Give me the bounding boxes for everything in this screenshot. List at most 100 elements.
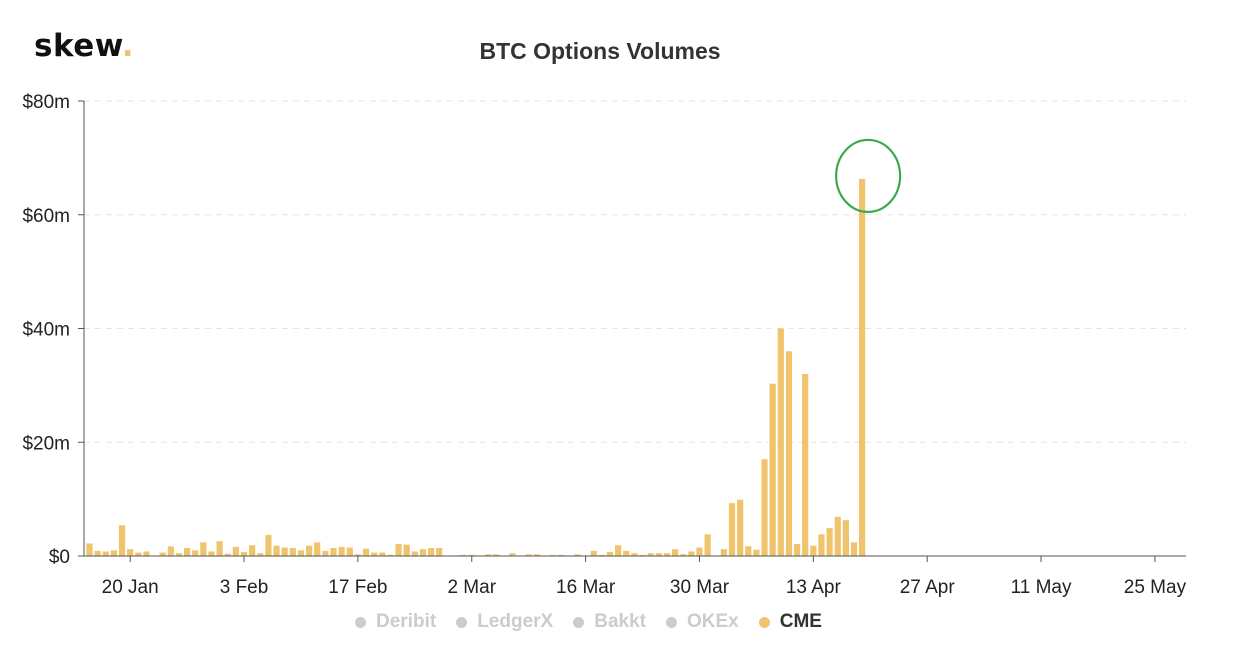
bar-cme[interactable] <box>273 545 280 556</box>
bar-cme[interactable] <box>289 548 296 556</box>
bar-cme[interactable] <box>208 551 215 556</box>
bar-cme[interactable] <box>631 553 638 556</box>
bar-cme[interactable] <box>842 520 849 556</box>
bar-cme[interactable] <box>224 553 231 556</box>
bar-cme[interactable] <box>647 553 654 556</box>
bar-cme[interactable] <box>810 545 817 556</box>
bar-cme[interactable] <box>655 553 662 556</box>
bar-cme[interactable] <box>704 534 711 556</box>
bar-cme[interactable] <box>427 548 435 556</box>
bar-cme[interactable] <box>761 459 768 556</box>
bar-cme[interactable] <box>785 351 793 556</box>
bar-cme[interactable] <box>590 550 597 556</box>
bar-cme[interactable] <box>818 534 825 556</box>
legend-item-okex[interactable]: OKEx <box>665 611 739 633</box>
bar-cme[interactable] <box>411 551 418 556</box>
bar-cme[interactable] <box>484 554 492 556</box>
bar-cme[interactable] <box>305 545 313 556</box>
bar-cme[interactable] <box>615 545 622 556</box>
legend-marker-icon <box>573 616 585 628</box>
bar-cme[interactable] <box>362 548 370 556</box>
bar-cme[interactable] <box>354 554 361 556</box>
bar-cme[interactable] <box>558 554 565 556</box>
bar-cme[interactable] <box>753 549 760 556</box>
bar-cme[interactable] <box>509 553 516 556</box>
bar-cme[interactable] <box>468 554 475 556</box>
y-tick-label: $20m <box>22 433 70 454</box>
bar-cme[interactable] <box>671 549 679 556</box>
bar-cme[interactable] <box>696 547 703 556</box>
bar-cme[interactable] <box>175 553 183 556</box>
bar-cme[interactable] <box>143 551 150 556</box>
bar-cme[interactable] <box>249 545 256 556</box>
bar-cme[interactable] <box>598 554 605 556</box>
bar-cme[interactable] <box>240 552 248 556</box>
legend-item-ledgerx[interactable]: LedgerX <box>456 611 553 633</box>
bar-cme[interactable] <box>232 546 239 556</box>
bar-cme[interactable] <box>769 383 776 556</box>
bar-cme[interactable] <box>793 544 801 556</box>
bar-cme[interactable] <box>525 554 532 556</box>
bar-cme[interactable] <box>216 541 223 556</box>
legend-label: LedgerX <box>477 611 554 632</box>
bar-cme[interactable] <box>281 547 288 556</box>
logo-dot: . <box>121 28 135 64</box>
bar-cme[interactable] <box>395 544 402 556</box>
bar-cme[interactable] <box>371 552 378 556</box>
bar-cme[interactable] <box>728 503 736 556</box>
bar-cme[interactable] <box>419 549 427 556</box>
bar-cme[interactable] <box>330 548 337 556</box>
bar-cme[interactable] <box>403 544 410 557</box>
bar-cme[interactable] <box>135 552 142 556</box>
bar-cme[interactable] <box>720 549 727 556</box>
bar-cme[interactable] <box>606 552 614 556</box>
bar-cme[interactable] <box>297 550 305 556</box>
bar-cme[interactable] <box>802 374 809 556</box>
bar-cme[interactable] <box>200 542 207 556</box>
legend-item-deribit[interactable]: Deribit <box>355 611 436 633</box>
bar-cme[interactable] <box>118 525 126 556</box>
bar-cme[interactable] <box>460 554 467 556</box>
highlight-circle <box>835 138 902 214</box>
bar-cme[interactable] <box>745 546 752 556</box>
bar-cme[interactable] <box>346 547 353 556</box>
x-tick-label: 30 Mar <box>670 577 730 598</box>
y-axis-ticks: $0 $20m $40m $60m $80m <box>22 92 84 568</box>
bar-cme[interactable] <box>192 550 199 556</box>
bar-cme[interactable] <box>850 542 858 556</box>
bar-cme[interactable] <box>265 534 272 556</box>
legend-item-bakkt[interactable]: Bakkt <box>573 611 646 633</box>
bar-cme[interactable] <box>574 554 581 556</box>
bar-cme[interactable] <box>623 550 630 556</box>
bar-cme[interactable] <box>549 554 557 556</box>
bar-cme[interactable] <box>533 554 540 556</box>
bar-cme[interactable] <box>167 546 174 556</box>
bar-cme[interactable] <box>94 550 101 556</box>
x-tick-label: 17 Feb <box>328 577 387 598</box>
bar-cme[interactable] <box>639 554 646 556</box>
bar-cme[interactable] <box>322 550 329 556</box>
bar-cme[interactable] <box>257 553 264 556</box>
bar-cme[interactable] <box>680 554 687 556</box>
bar-cme[interactable] <box>379 552 386 556</box>
bar-cme[interactable] <box>777 328 784 557</box>
bar-cme[interactable] <box>859 178 866 557</box>
bar-cme[interactable] <box>127 549 134 556</box>
bar-cme[interactable] <box>159 552 166 556</box>
bar-cme[interactable] <box>338 546 345 556</box>
bar-cme[interactable] <box>663 553 671 556</box>
bar-cme[interactable] <box>314 542 321 556</box>
bar-cme[interactable] <box>86 543 93 556</box>
bar-cme[interactable] <box>688 551 695 556</box>
bar-cme[interactable] <box>826 528 833 556</box>
bar-cme[interactable] <box>110 550 117 556</box>
bar-cme[interactable] <box>493 554 500 556</box>
bar-cme[interactable] <box>436 548 443 556</box>
bar-cme[interactable] <box>102 551 109 556</box>
bar-cme[interactable] <box>184 548 191 556</box>
bar-cme[interactable] <box>737 499 744 556</box>
logo-text: skew <box>34 28 122 64</box>
bar-cme[interactable] <box>834 516 841 556</box>
bar-cme[interactable] <box>387 554 394 556</box>
legend-item-cme[interactable]: CME <box>758 611 822 633</box>
